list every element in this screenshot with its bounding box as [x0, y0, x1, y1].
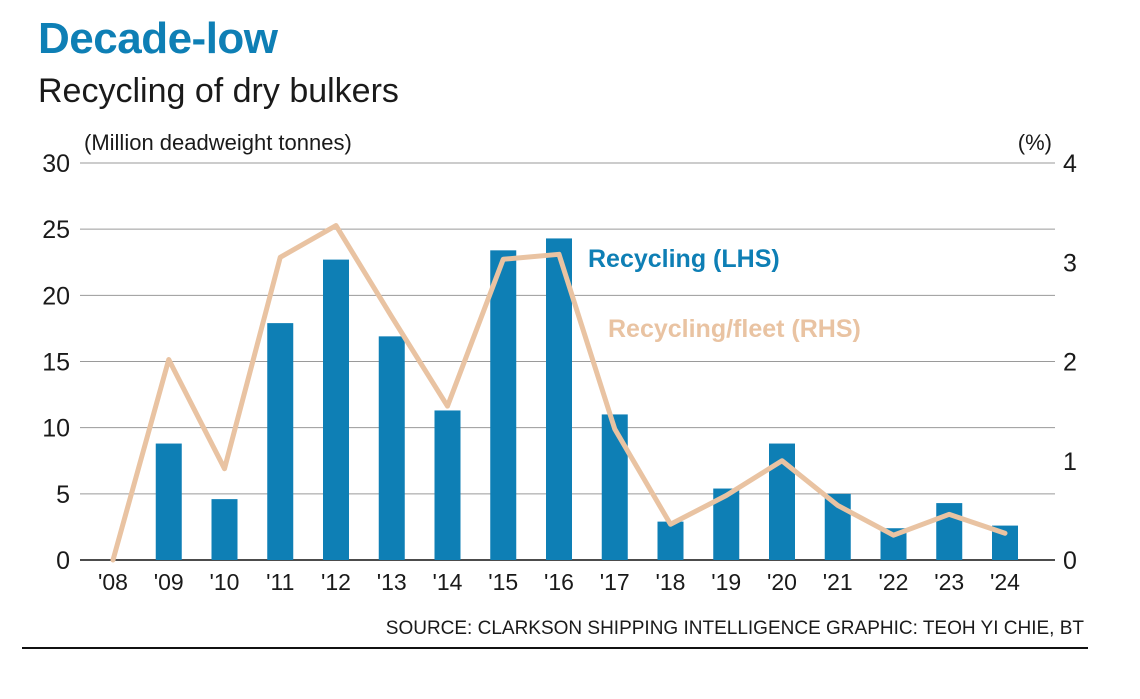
bar [490, 250, 517, 560]
x-tick-label: '24 [990, 569, 1020, 595]
bar [657, 521, 684, 560]
chart-headline: Decade-low [38, 14, 278, 63]
line-point [446, 404, 449, 408]
left-tick-label: 25 [42, 216, 70, 244]
bottom-divider [22, 647, 1088, 649]
line-point [334, 224, 338, 228]
bar [936, 503, 963, 560]
x-tick-label: '09 [154, 569, 184, 595]
right-tick-label: 0 [1063, 547, 1077, 575]
line-point [780, 459, 784, 463]
left-tick-label: 15 [42, 349, 70, 377]
bar [267, 323, 294, 560]
right-tick-label: 4 [1063, 150, 1077, 178]
x-tick-label: '08 [98, 569, 128, 595]
x-tick-label: '14 [433, 569, 463, 595]
line-point [613, 427, 617, 431]
left-tick-label: 0 [56, 547, 70, 575]
x-tick-label: '18 [656, 569, 686, 595]
x-tick-label: '19 [711, 569, 741, 595]
right-tick-label: 3 [1063, 249, 1077, 277]
bar [378, 336, 405, 560]
line-point [501, 257, 505, 261]
line-point [390, 315, 394, 319]
x-tick-label: '15 [488, 569, 518, 595]
line-point [836, 503, 840, 507]
bar [546, 238, 572, 560]
x-tick-label: '20 [767, 569, 797, 595]
line-point [167, 358, 171, 362]
right-axis-label: (%) [1018, 130, 1052, 155]
x-tick-label: '17 [600, 569, 630, 595]
legend-recycling-lhs: Recycling (LHS) [588, 245, 780, 273]
right-tick-label: 2 [1063, 349, 1077, 377]
bar [323, 259, 349, 560]
source-credit: SOURCE: CLARKSON SHIPPING INTELLIGENCE G… [385, 618, 1084, 639]
x-tick-label: '23 [934, 569, 964, 595]
bar [434, 410, 461, 560]
x-tick-label: '16 [544, 569, 574, 595]
axes: 0 5 10 15 20 25 30 0 1 2 3 4 '08 '09 '10 '11 '12 '13 '14 '1… [42, 150, 1077, 595]
chart-subtitle: Recycling of dry bulkers [38, 72, 399, 110]
left-tick-label: 10 [42, 415, 70, 443]
left-tick-label: 30 [42, 150, 70, 178]
x-tick-label: '13 [377, 569, 407, 595]
legend-recycling-fleet-rhs: Recycling/fleet (RHS) [608, 315, 861, 343]
left-tick-label: 5 [56, 481, 70, 509]
x-tick-label: '12 [321, 569, 351, 595]
line-point [111, 558, 115, 562]
x-tick-label: '22 [879, 569, 909, 595]
left-axis-label: (Million deadweight tonnes) [84, 130, 352, 155]
line-point [947, 512, 951, 516]
line-point [1003, 531, 1007, 535]
line-point [892, 533, 895, 537]
line-point [724, 493, 728, 497]
x-tick-label: '11 [266, 569, 294, 595]
right-tick-label: 1 [1063, 448, 1077, 476]
x-tick-label: '10 [210, 569, 240, 595]
line-point [278, 255, 282, 259]
line-point [223, 467, 226, 471]
x-tick-label: '21 [823, 569, 853, 595]
line-point [557, 252, 561, 256]
line-point [669, 522, 672, 526]
bar [601, 414, 628, 560]
line-series [110, 223, 1008, 563]
bar [211, 499, 238, 560]
bar [155, 443, 182, 560]
left-tick-label: 20 [42, 282, 70, 310]
bar-series [155, 238, 1018, 560]
